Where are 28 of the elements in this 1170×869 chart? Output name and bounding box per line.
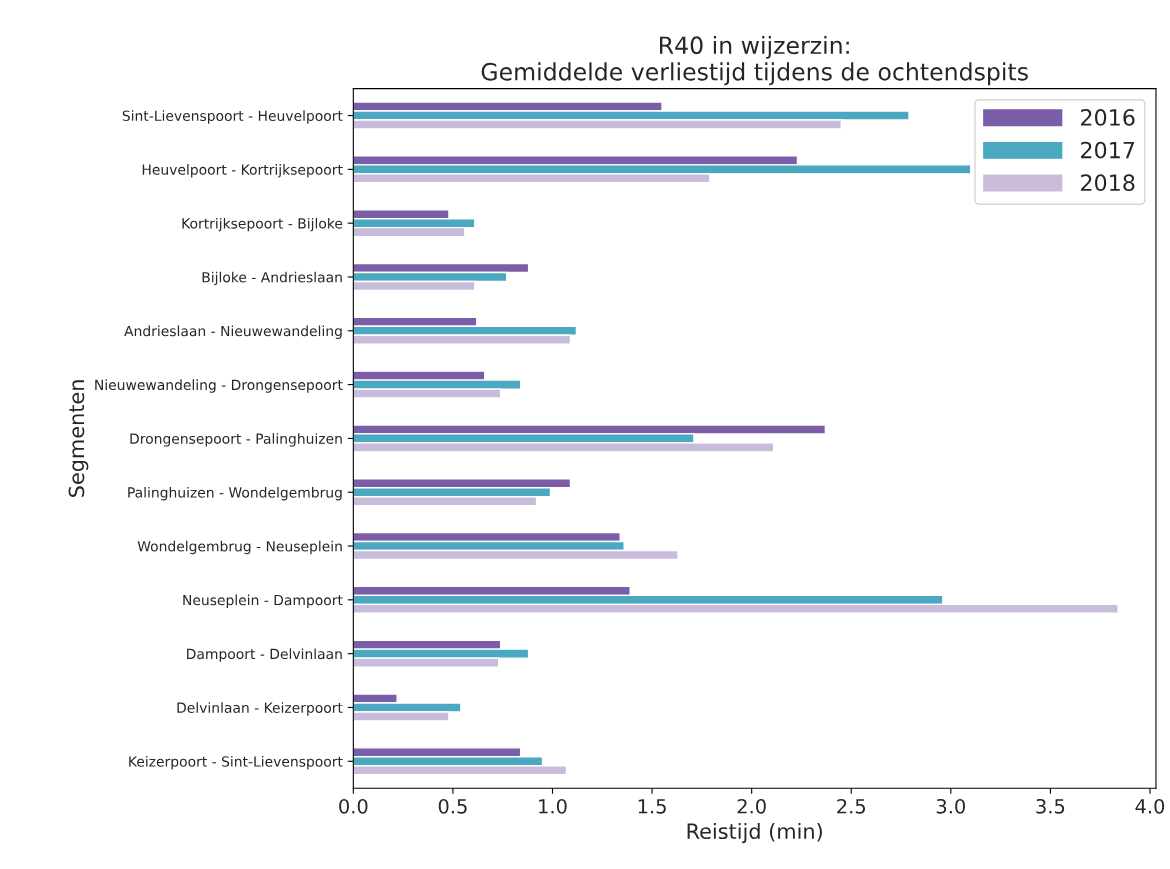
y-tick-label: Wondelgembrug - Neuseplein (137, 540, 342, 555)
y-tick-label: Heuvelpoort - Kortrijksepoort (142, 164, 343, 178)
x-tick-label: 1.5 (638, 799, 666, 814)
legend-label: 2017 (1081, 141, 1135, 159)
y-tick-label: Bijloke - Andrieslaan (202, 271, 342, 286)
x-tick-label: 2.5 (837, 798, 866, 814)
x-tick-label: 1.0 (539, 798, 567, 814)
x-tick-label: 0.0 (339, 798, 368, 814)
legend-label: 2018 (1081, 174, 1135, 192)
y-tick-label: Neuseplein - Dampoort (183, 594, 343, 609)
x-tick-label: 0.5 (438, 798, 467, 814)
chart-title: R40 in wijzerzin: Gemiddelde verliestijd tijdens de ochtendspits (481, 35, 1028, 86)
x-tick-label: 2.0 (737, 798, 766, 814)
x-tick-label: 4.0 (1135, 798, 1165, 814)
x-tick-label: 3.0 (936, 798, 965, 814)
y-tick-label: Andrieslaan - Nieuwewandeling (124, 325, 342, 339)
y-axis-title: Segmenten (68, 380, 89, 497)
legend-label: 2016 (1081, 109, 1135, 126)
y-tick-label: Sint-Lievenspoort - Heuvelpoort (122, 110, 343, 124)
y-tick-label: Kortrijksepoort - Bijloke (182, 217, 343, 232)
y-tick-label: Drongensepoort - Palinghuizen (130, 433, 342, 447)
x-axis-title: Reistijd (min) (687, 822, 822, 844)
y-tick-label: Palinghuizen - Wondelgembrug (128, 486, 342, 501)
y-tick-label: Keizerpoort - Sint-Lievenspoort (129, 756, 343, 770)
x-tick-label: 3.5 (1036, 798, 1065, 814)
y-tick-label: Delvinlaan - Keizerpoort (177, 702, 343, 716)
y-tick-label: Nieuwewandeling - Drongensepoort (95, 379, 343, 393)
y-tick-label: Dampoort - Delvinlaan (187, 648, 342, 662)
